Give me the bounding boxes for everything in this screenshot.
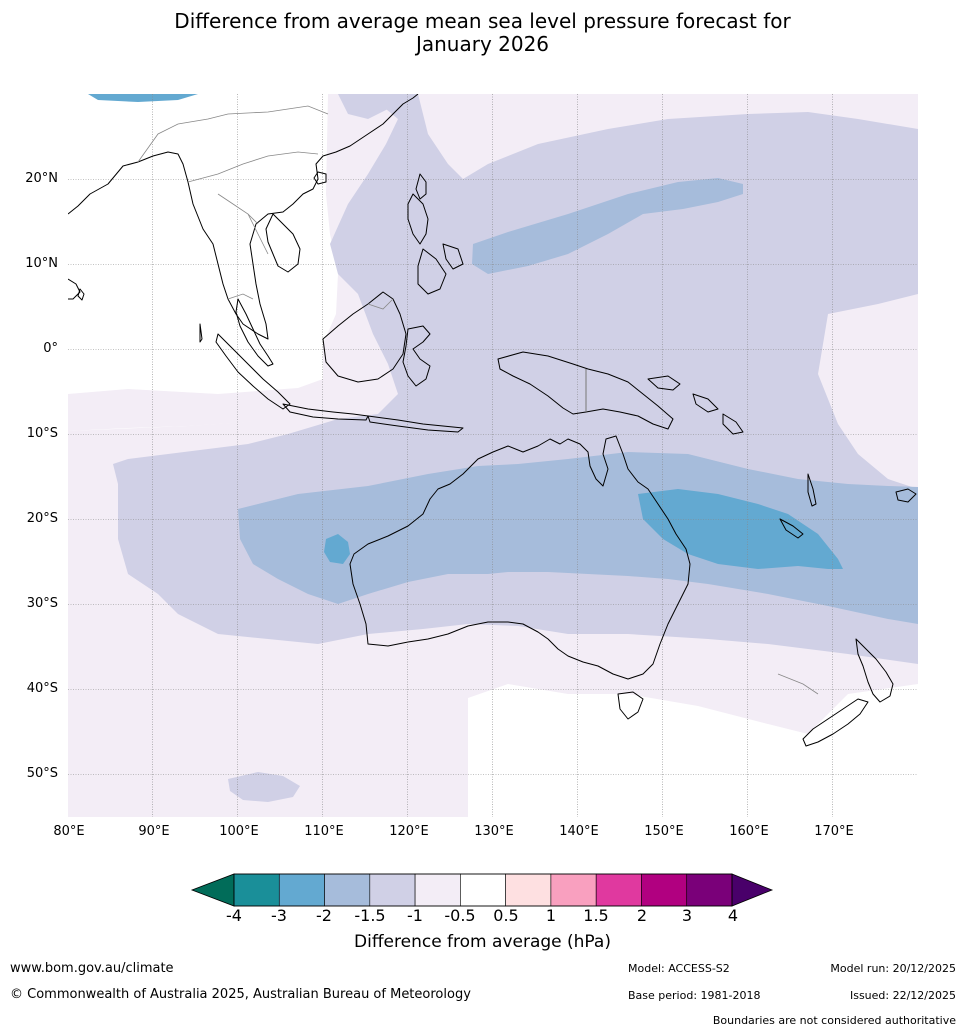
coastline-nz-north	[855, 638, 894, 703]
colorbar-tick: -4	[226, 906, 242, 925]
lat-label-30s: 30°S	[26, 596, 58, 611]
anomaly-band-minus-1-small-south	[228, 772, 300, 802]
country-borders	[137, 105, 819, 695]
pressure-anomaly-map	[68, 94, 918, 817]
boundaries-disclaimer: Boundaries are not considered authoritat…	[712, 1014, 956, 1027]
coastline-philippines	[407, 193, 464, 295]
coastline-india	[68, 278, 81, 300]
colorbar-swatch	[595, 873, 642, 907]
colorbar-tick: -1	[407, 906, 423, 925]
lon-label-140e: 140°E	[559, 824, 599, 839]
coastline-lesser-sunda	[367, 415, 464, 433]
coastline-fiji	[895, 488, 917, 503]
lat-label-50s: 50°S	[26, 766, 58, 781]
lon-label-170e: 170°E	[814, 824, 854, 839]
model-name: Model: ACCESS-S2	[628, 962, 730, 975]
coastline-new-guinea	[497, 351, 674, 430]
colorbar-tick: 4	[727, 906, 739, 925]
lon-label-160e: 160°E	[729, 824, 769, 839]
lon-label-100e: 100°E	[219, 824, 259, 839]
coastline-sulawesi	[402, 325, 431, 387]
colorbar-swatch	[686, 873, 733, 907]
coastline-taiwan	[415, 173, 427, 200]
coastline-malay	[235, 298, 274, 367]
colorbar-swatch	[414, 873, 461, 907]
colorbar-tick: -3	[271, 906, 287, 925]
lon-label-110e: 110°E	[304, 824, 344, 839]
coastline-australia	[349, 435, 691, 680]
coastline-hainan	[313, 171, 327, 185]
coastline-new-caledonia	[779, 518, 804, 539]
map-title-line2: January 2026	[415, 32, 550, 56]
colorbar-swatch	[233, 873, 280, 907]
lon-label-150e: 150°E	[644, 824, 684, 839]
coastline-sri-lanka	[77, 288, 85, 301]
colorbar-tick: -1.5	[354, 906, 386, 925]
colorbar	[190, 873, 774, 907]
lat-label-20n: 20°N	[25, 171, 58, 186]
colorbar-tick: 0.5	[493, 906, 519, 925]
website-link[interactable]: www.bom.gov.au/climate	[10, 961, 174, 976]
coastline-sumatra	[215, 333, 291, 410]
anomaly-band-minus-2-top	[88, 94, 198, 102]
coastline-andaman	[199, 323, 203, 343]
anomaly-band-minus-1.5-main	[238, 452, 918, 624]
coastline-vanuatu	[807, 473, 817, 507]
lon-label-80e: 80°E	[53, 824, 85, 839]
coastline-indochina	[265, 213, 301, 273]
coastline-java	[282, 403, 369, 421]
colorbar-title: Difference from average (hPa)	[354, 932, 611, 952]
anomaly-band-minus-1-topleft	[338, 94, 388, 119]
coastline-bismarck	[647, 375, 744, 435]
anomaly-band-minus-2-east	[638, 489, 843, 569]
colorbar-tick: 3	[681, 906, 693, 925]
lon-label-130e: 130°E	[474, 824, 514, 839]
model-run-date: Model run: 20/12/2025	[830, 962, 956, 975]
copyright-text: © Commonwealth of Australia 2025, Austra…	[10, 987, 471, 1002]
colorbar-swatch	[641, 873, 688, 907]
issued-date: Issued: 22/12/2025	[849, 989, 956, 1002]
anomaly-band-minus-1.5-north	[472, 178, 743, 274]
coastline-borneo	[322, 291, 407, 383]
colorbar-swatch	[550, 873, 597, 907]
lat-label-10s: 10°S	[26, 426, 58, 441]
colorbar-swatch	[369, 873, 416, 907]
anomaly-band-minus-2-west	[324, 534, 350, 564]
colorbar-tick: -0.5	[444, 906, 476, 925]
lon-label-120e: 120°E	[389, 824, 429, 839]
colorbar-tick: -2	[316, 906, 332, 925]
colorbar-tick: 1	[545, 906, 557, 925]
colorbar-swatch	[460, 873, 506, 907]
colorbar-tick: 2	[636, 906, 648, 925]
colorbar-tick: 1.5	[583, 906, 609, 925]
lat-label-10n: 10°N	[25, 256, 58, 271]
lat-label-20s: 20°S	[26, 511, 58, 526]
coastline-tasmania	[617, 691, 644, 720]
colorbar-swatch	[324, 873, 371, 907]
colorbar-extend-low	[190, 873, 235, 907]
colorbar-swatch	[505, 873, 552, 907]
graticule	[68, 94, 918, 817]
map-title-line1: Difference from average mean sea level p…	[174, 9, 791, 33]
lat-label-0: 0°	[43, 341, 58, 356]
colorbar-extend-high	[731, 873, 774, 907]
base-period: Base period: 1981-2018	[628, 989, 761, 1002]
colorbar-swatch	[278, 873, 325, 907]
lon-label-90e: 90°E	[138, 824, 170, 839]
coastline-asia	[68, 94, 419, 340]
lat-label-40s: 40°S	[26, 681, 58, 696]
coastline-nz-south	[802, 698, 869, 747]
coastlines	[68, 94, 917, 747]
